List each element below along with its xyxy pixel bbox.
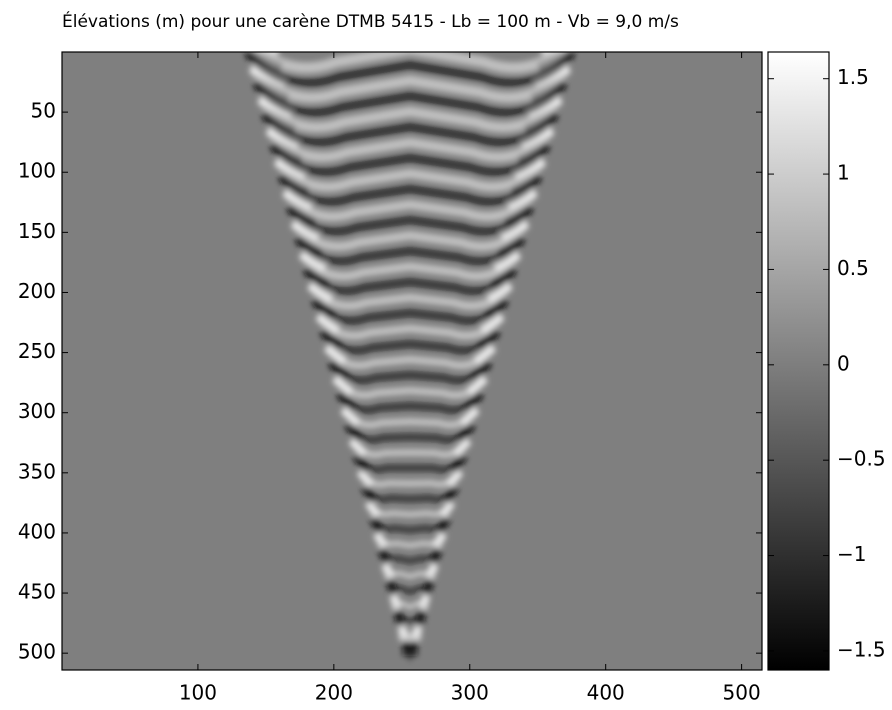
wake-crest	[282, 189, 538, 222]
wake-edge	[290, 219, 530, 242]
wake-edge	[307, 281, 513, 304]
colorbar-tick-label: −1	[837, 542, 866, 566]
wake-edge	[401, 641, 419, 657]
wake-crest	[257, 96, 563, 133]
colorbar-tick-label: −0.5	[837, 447, 886, 471]
wake-edge	[286, 204, 534, 226]
y-tick-label: 350	[18, 459, 56, 483]
wake-edge	[319, 328, 501, 350]
wake-edge	[299, 250, 521, 273]
colorbar-tick-label: 0	[837, 351, 850, 375]
wake-edge	[368, 515, 452, 535]
wake-edge	[311, 297, 509, 319]
wake-edge	[381, 562, 439, 581]
y-tick-label: 450	[18, 580, 56, 604]
y-tick-label: 400	[18, 519, 56, 543]
colorbar-tick-label: 1	[837, 161, 850, 185]
wake-edge	[344, 421, 476, 443]
x-tick-label: 300	[451, 681, 489, 705]
x-tick-label: 200	[315, 681, 353, 705]
x-tick-label: 100	[179, 681, 217, 705]
wake-edge	[282, 188, 538, 211]
wake-crest	[269, 143, 551, 177]
wake-shading	[244, 52, 576, 663]
wake-crest	[251, 52, 569, 74]
wake-edge	[364, 500, 456, 519]
wake-crest	[244, 52, 576, 88]
wake-edge	[393, 610, 427, 626]
wake-crest	[253, 80, 567, 118]
y-tick-label: 50	[31, 99, 56, 123]
wake-edge	[352, 453, 468, 473]
colorbar-tick-label: −1.5	[837, 637, 886, 661]
wake-crest	[249, 65, 571, 103]
wake-edge	[266, 126, 554, 149]
y-tick-label: 300	[18, 399, 56, 423]
wake-edge	[340, 406, 480, 427]
wake-crest	[278, 174, 542, 207]
wake-edge	[397, 625, 423, 642]
wake-edge	[356, 468, 464, 489]
wake-edge	[385, 578, 435, 596]
wake-edge	[278, 172, 542, 196]
wake-edge	[332, 375, 488, 396]
colorbar-tick-label: 0.5	[837, 256, 869, 280]
y-tick-label: 150	[18, 219, 56, 243]
wake-crest	[286, 205, 534, 237]
wake-edge	[372, 531, 448, 550]
wake-edge	[295, 235, 525, 257]
wake-edge	[315, 312, 505, 335]
plot-frame	[61, 51, 763, 671]
wake-edge	[348, 437, 472, 458]
y-tick-label: 100	[18, 159, 56, 183]
wake-crest	[265, 127, 555, 163]
y-tick-label: 250	[18, 339, 56, 363]
wake-edge	[389, 594, 431, 611]
wake-edge	[274, 157, 546, 180]
wake-edge	[303, 266, 517, 288]
wake-edge	[270, 141, 550, 165]
colorbar	[767, 51, 830, 671]
chart-title: Élévations (m) pour une carène DTMB 5415…	[62, 10, 679, 32]
wake-edge	[360, 484, 460, 504]
wake-edge	[336, 390, 484, 412]
y-tick-label: 500	[18, 640, 56, 664]
wake-crest	[261, 111, 559, 148]
wake-edge	[376, 547, 444, 565]
y-tick-label: 200	[18, 279, 56, 303]
wake-edge	[267, 52, 553, 56]
x-tick-label: 500	[723, 681, 761, 705]
wake-edge	[327, 359, 493, 381]
x-tick-label: 400	[587, 681, 625, 705]
colorbar-tick-label: 1.5	[837, 65, 869, 89]
wake-crest	[274, 158, 546, 192]
wake-edge	[323, 343, 497, 366]
